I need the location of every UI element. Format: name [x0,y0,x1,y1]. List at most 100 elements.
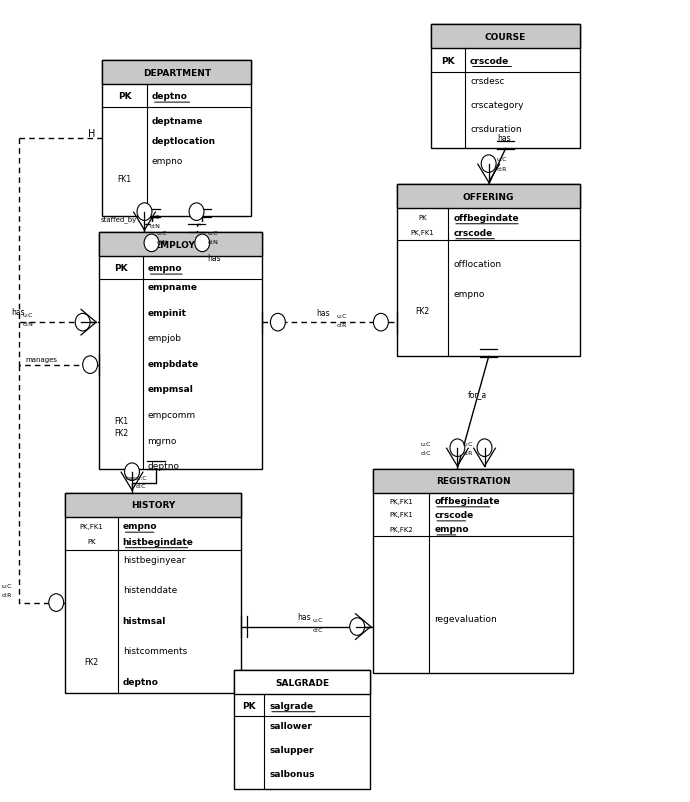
Text: REGISTRATION: REGISTRATION [436,476,511,485]
Text: OFFERING: OFFERING [463,192,514,201]
Text: PK: PK [87,539,96,545]
Text: offbegindate: offbegindate [453,213,519,223]
Text: d:N: d:N [150,224,161,229]
Text: PK: PK [243,701,256,710]
Text: deptname: deptname [152,116,203,125]
Text: empcomm: empcomm [148,411,196,419]
Text: histcomments: histcomments [123,646,187,655]
Text: FK1
FK2: FK1 FK2 [114,417,128,438]
Text: empmsal: empmsal [148,385,193,394]
Text: mgrno: mgrno [148,436,177,445]
Text: PK: PK [114,264,128,273]
Text: manages: manages [26,356,58,363]
Text: histbegindate: histbegindate [123,537,193,546]
Text: d:R: d:R [497,167,507,172]
Text: deptlocation: deptlocation [152,136,216,145]
Bar [373,469,573,493]
Circle shape [49,594,63,612]
Text: deptno: deptno [148,462,179,471]
Text: u:C: u:C [208,231,218,236]
Text: PK,FK2: PK,FK2 [390,526,413,532]
Circle shape [137,204,152,221]
Text: crscode: crscode [453,229,493,237]
Text: d:N: d:N [22,322,33,327]
Text: PK,FK1: PK,FK1 [389,499,413,504]
Bar [102,61,251,85]
Bar [99,233,262,257]
Text: empno: empno [123,521,157,531]
Bar [431,26,580,149]
Circle shape [195,235,210,253]
Text: FK2: FK2 [415,306,430,315]
Text: PK,FK1: PK,FK1 [389,512,413,518]
Text: has: has [11,308,24,317]
Text: for_a: for_a [468,390,487,399]
Text: empinit: empinit [148,308,186,317]
Text: regevaluation: regevaluation [434,614,497,623]
Text: empno: empno [434,525,469,533]
Bar [65,493,242,693]
Text: crscategory: crscategory [470,101,524,111]
Circle shape [450,439,465,457]
Text: offbegindate: offbegindate [434,496,500,505]
Text: d:N: d:N [208,240,219,245]
Bar [235,670,370,695]
Text: empno: empno [453,290,484,299]
Text: u:C: u:C [150,215,160,220]
Text: histmsal: histmsal [123,616,166,625]
Circle shape [144,235,159,253]
Text: salgrade: salgrade [269,701,313,710]
Text: salupper: salupper [269,745,313,754]
Text: FK2: FK2 [84,657,99,666]
Text: histbeginyear: histbeginyear [123,555,185,565]
Circle shape [270,314,286,331]
Bar [102,61,251,217]
Text: crscode: crscode [470,56,509,66]
Text: histenddate: histenddate [123,585,177,595]
Text: crscode: crscode [434,510,473,520]
Text: u:C: u:C [157,231,168,236]
Text: hasu:C: hasu:C [126,476,147,480]
Text: d:R: d:R [463,451,473,456]
Text: salbonus: salbonus [269,768,315,778]
Text: u:C: u:C [313,618,323,622]
Text: d:N: d:N [157,240,168,245]
Text: PK,FK1: PK,FK1 [411,230,435,236]
Text: EMPLOYEE: EMPLOYEE [154,241,207,249]
Circle shape [189,204,204,221]
Circle shape [75,314,90,331]
Bar [65,493,242,516]
Text: H: H [88,129,95,139]
Bar [397,185,580,209]
Text: empjob: empjob [148,334,181,342]
Text: d:C: d:C [135,484,146,488]
Text: u:C: u:C [497,157,507,162]
Text: PK: PK [418,215,427,221]
Text: deptno: deptno [152,92,188,101]
Bar [373,469,573,673]
Text: SALGRADE: SALGRADE [275,678,329,687]
Text: d:C: d:C [313,627,323,632]
Bar [99,233,262,469]
Text: PK,FK1: PK,FK1 [79,523,104,529]
Text: HISTORY: HISTORY [131,500,175,509]
Text: PK: PK [118,92,132,101]
Text: empname: empname [148,282,197,292]
Text: COURSE: COURSE [485,33,526,42]
Circle shape [477,439,492,457]
Text: crsdesc: crsdesc [470,77,504,87]
Text: u:C: u:C [1,583,12,588]
Text: crsduration: crsduration [470,125,522,134]
Text: d:C: d:C [420,451,431,456]
Circle shape [83,356,97,374]
Bar [235,670,370,788]
Text: deptno: deptno [123,677,159,686]
Text: d:R: d:R [336,322,346,328]
Bar [431,26,580,50]
Circle shape [481,156,496,173]
Text: has: has [316,309,329,318]
Text: has: has [497,134,511,144]
Text: u:C: u:C [22,312,33,318]
Text: PK: PK [442,56,455,66]
Text: d:R: d:R [2,593,12,597]
